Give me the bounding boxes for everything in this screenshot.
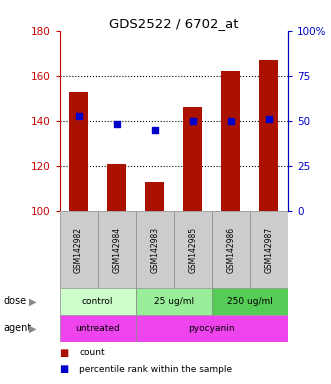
Bar [212, 211, 250, 288]
Bar [221, 71, 240, 211]
Text: GSM142985: GSM142985 [188, 227, 197, 273]
Point [114, 121, 119, 127]
Point [266, 116, 271, 122]
Bar [136, 315, 288, 342]
Bar [250, 211, 288, 288]
Text: count: count [79, 348, 105, 357]
Bar [136, 288, 212, 315]
Text: GSM142986: GSM142986 [226, 227, 235, 273]
Bar [260, 60, 278, 211]
Bar [174, 211, 212, 288]
Text: ■: ■ [60, 364, 69, 374]
Text: GSM142984: GSM142984 [112, 227, 121, 273]
Text: ▶: ▶ [29, 323, 37, 333]
Text: GSM142987: GSM142987 [264, 227, 273, 273]
Bar [212, 288, 288, 315]
Text: untreated: untreated [75, 324, 120, 333]
Text: 250 ug/ml: 250 ug/ml [227, 297, 273, 306]
Point [152, 127, 158, 133]
Bar [60, 211, 98, 288]
Text: pyocyanin: pyocyanin [189, 324, 235, 333]
Bar [145, 182, 164, 211]
Point [76, 113, 81, 119]
Text: GSM142983: GSM142983 [150, 227, 159, 273]
Text: ▶: ▶ [29, 296, 37, 306]
Text: ■: ■ [60, 348, 69, 358]
Point [228, 118, 234, 124]
Text: control: control [82, 297, 114, 306]
Bar [69, 92, 88, 211]
Title: GDS2522 / 6702_at: GDS2522 / 6702_at [109, 17, 239, 30]
Bar [60, 288, 136, 315]
Bar [136, 211, 174, 288]
Point [190, 118, 195, 124]
Text: 25 ug/ml: 25 ug/ml [154, 297, 194, 306]
Bar [98, 211, 136, 288]
Bar [60, 315, 136, 342]
Text: dose: dose [3, 296, 26, 306]
Text: agent: agent [3, 323, 31, 333]
Text: percentile rank within the sample: percentile rank within the sample [79, 365, 233, 374]
Bar [183, 108, 202, 211]
Bar [107, 164, 126, 211]
Text: GSM142982: GSM142982 [74, 227, 83, 273]
